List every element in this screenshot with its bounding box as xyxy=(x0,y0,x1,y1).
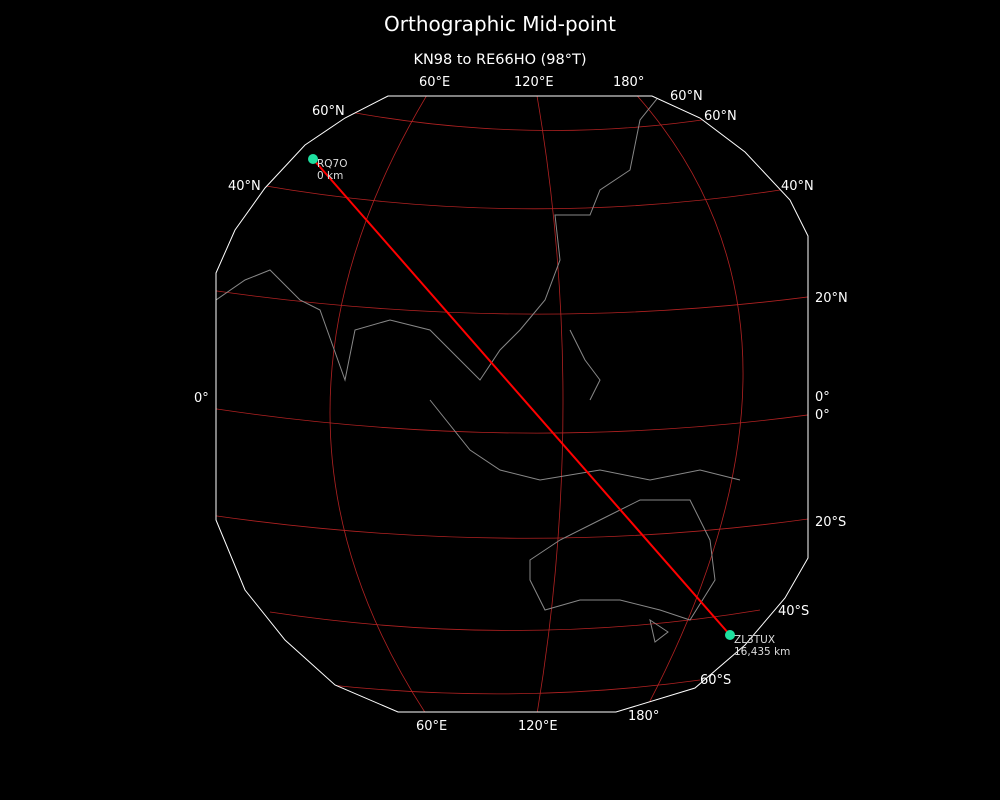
map-title: Orthographic Mid-point xyxy=(384,12,616,36)
globe-outline xyxy=(215,95,809,713)
label-right-60s: 60°S xyxy=(700,673,731,688)
label-right-60n-a: 60°N xyxy=(670,89,703,104)
station-call-start: RQ7O xyxy=(317,158,348,170)
station-distance-end: 16,435 km xyxy=(734,646,790,658)
label-top-60e: 60°E xyxy=(419,75,450,90)
label-bottom-120e: 120°E xyxy=(518,719,558,734)
label-right-60n-b: 60°N xyxy=(704,109,737,124)
station-marker-end[interactable] xyxy=(725,630,735,640)
label-left-40n: 40°N xyxy=(228,179,261,194)
station-distance-start: 0 km xyxy=(317,170,343,182)
label-top-120e: 120°E xyxy=(514,75,554,90)
grid-labels: 60°E 120°E 180° 60°E 120°E 180° 60°N 40°… xyxy=(194,75,848,734)
label-bottom-60e: 60°E xyxy=(416,719,447,734)
station-call-end: ZL3TUX xyxy=(734,634,775,646)
label-right-40n: 40°N xyxy=(781,179,814,194)
label-bottom-180: 180° xyxy=(628,709,659,724)
label-right-0-b: 0° xyxy=(815,408,830,423)
label-left-60n: 60°N xyxy=(312,104,345,119)
graticule xyxy=(216,96,808,712)
label-top-180: 180° xyxy=(613,75,644,90)
station-marker-start[interactable] xyxy=(308,154,318,164)
label-right-20n: 20°N xyxy=(815,291,848,306)
label-right-40s: 40°S xyxy=(778,604,809,619)
great-circle-path xyxy=(312,158,731,636)
coastlines xyxy=(216,96,741,643)
map-subtitle: KN98 to RE66HO (98°T) xyxy=(413,52,587,68)
label-right-20s: 20°S xyxy=(815,515,846,530)
label-left-0: 0° xyxy=(194,391,209,406)
label-right-0-a: 0° xyxy=(815,390,830,405)
